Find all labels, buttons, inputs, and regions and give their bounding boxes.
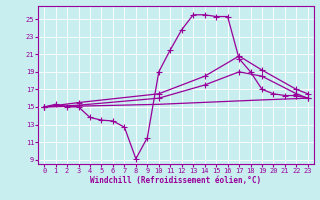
X-axis label: Windchill (Refroidissement éolien,°C): Windchill (Refroidissement éolien,°C) <box>91 176 261 185</box>
